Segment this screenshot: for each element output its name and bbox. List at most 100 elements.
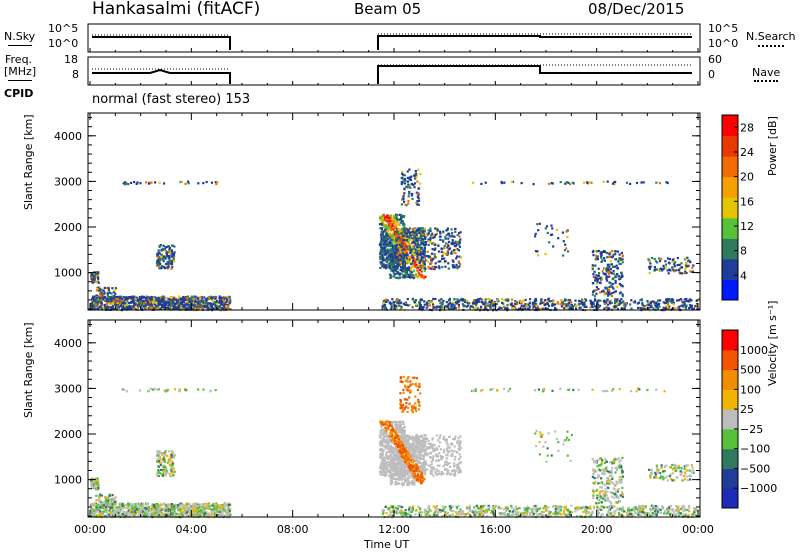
data-cell — [639, 307, 642, 310]
data-cell — [617, 259, 620, 262]
data-cell — [143, 512, 146, 515]
data-cell — [158, 265, 161, 268]
data-cell — [170, 465, 173, 468]
data-cell — [392, 253, 395, 256]
data-cell — [416, 192, 419, 195]
data-cell — [430, 300, 433, 303]
data-cell — [600, 251, 603, 254]
data-cell — [399, 241, 402, 244]
data-cell — [591, 265, 594, 268]
data-cell — [393, 273, 396, 276]
data-cell — [206, 303, 209, 306]
data-cell — [158, 252, 161, 255]
data-cell — [141, 303, 144, 306]
data-cell — [678, 305, 681, 308]
data-cell — [411, 228, 414, 232]
data-cell — [683, 272, 686, 275]
data-cell — [605, 269, 608, 273]
data-cell — [209, 389, 212, 392]
data-cell — [399, 221, 402, 224]
data-cell — [160, 514, 163, 517]
data-cell — [171, 299, 174, 302]
data-cell — [160, 458, 163, 461]
data-cell — [387, 232, 390, 235]
data-cell — [150, 306, 153, 309]
data-cell — [170, 263, 174, 266]
data-cell — [159, 307, 162, 310]
data-cell — [511, 307, 515, 310]
data-cell — [386, 250, 389, 253]
data-cell — [423, 260, 426, 263]
data-cell — [614, 253, 617, 256]
data-cell — [199, 515, 202, 518]
data-cell — [415, 233, 418, 236]
data-cell — [420, 257, 423, 260]
data-cell — [161, 297, 164, 301]
data-cell — [180, 515, 183, 518]
data-cell — [164, 468, 167, 471]
data-cell — [109, 514, 112, 517]
data-cell — [170, 261, 173, 264]
data-cell — [195, 507, 198, 510]
data-cell — [603, 303, 607, 306]
data-cell — [485, 307, 488, 310]
data-cell — [216, 299, 219, 303]
data-cell — [130, 295, 133, 298]
data-cell — [684, 266, 687, 269]
data-cell — [223, 302, 226, 305]
data-cell — [395, 252, 398, 255]
data-cell — [407, 202, 410, 205]
data-cell — [387, 252, 390, 255]
data-cell — [672, 301, 675, 305]
data-cell — [587, 181, 590, 184]
data-cell — [164, 451, 167, 454]
data-cell — [413, 269, 416, 272]
data-cell — [450, 228, 453, 231]
data-cell — [665, 308, 668, 311]
data-cell — [164, 474, 167, 477]
data-cell — [398, 262, 401, 265]
data-cell — [582, 303, 585, 306]
data-cell — [98, 498, 101, 501]
data-cell — [420, 298, 423, 301]
data-cell — [172, 301, 175, 304]
data-cell — [91, 273, 94, 276]
data-cell — [138, 511, 141, 514]
data-cell — [103, 501, 106, 504]
data-cell — [135, 297, 138, 300]
data-cell — [457, 243, 460, 246]
data-cell — [145, 299, 148, 302]
data-cell — [451, 239, 454, 242]
data-cell — [126, 300, 129, 303]
data-cell — [206, 297, 209, 300]
data-cell — [424, 267, 427, 270]
data-cell — [379, 256, 382, 259]
data-cell — [419, 265, 422, 268]
data-cell — [223, 504, 226, 507]
data-cell — [96, 477, 99, 480]
data-cell — [398, 256, 401, 259]
data-cell — [142, 295, 146, 298]
data-cell — [187, 180, 190, 183]
data-cell — [413, 262, 416, 265]
data-cell — [394, 257, 398, 260]
data-cell — [228, 302, 231, 305]
data-cell — [192, 510, 195, 513]
data-cell — [96, 289, 99, 292]
data-cell — [396, 221, 399, 224]
data-cell — [98, 512, 101, 515]
data-cell — [650, 256, 654, 260]
data-cell — [157, 256, 160, 259]
data-cell — [109, 506, 112, 510]
data-cell — [613, 183, 616, 186]
data-cell — [168, 255, 171, 258]
data-cell — [432, 297, 435, 300]
data-cell — [226, 303, 229, 306]
data-cell — [94, 484, 97, 487]
data-cell — [380, 263, 383, 266]
data-cell — [684, 305, 687, 309]
data-cell — [378, 223, 382, 226]
data-cell — [400, 182, 403, 186]
data-cell — [380, 231, 383, 234]
data-cell — [586, 181, 589, 184]
